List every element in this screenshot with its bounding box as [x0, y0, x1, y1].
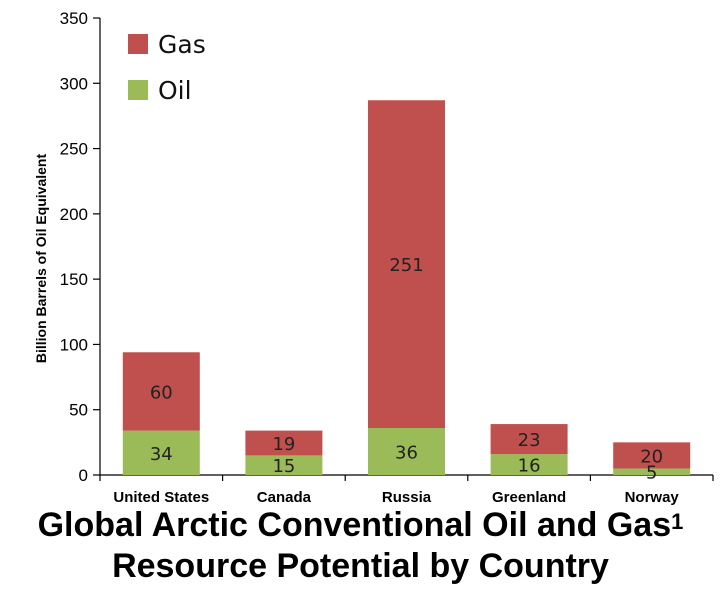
bar-gas [613, 442, 691, 469]
y-tick-label: 300 [60, 74, 88, 93]
chart-title: Global Arctic Conventional Oil and Gas1 … [0, 505, 721, 587]
data-label-oil: 15 [272, 456, 295, 477]
y-tick-label: 200 [60, 205, 88, 224]
stacked-bar-chart: 0 50 100 150 200 250 300 350 Billion Barrels of … [33, 9, 714, 505]
bar-gas [368, 100, 445, 428]
data-label-oil: 36 [395, 442, 418, 463]
data-label-oil: 34 [150, 444, 173, 465]
bar-oil [368, 427, 445, 475]
y-tick-label: 0 [79, 466, 88, 485]
y-axis-title: Billion Barrels of Oil Equivalent [33, 154, 49, 364]
x-tick-label: Greenland [492, 489, 566, 505]
legend-label-oil: Oil [158, 76, 192, 105]
data-label-gas: 60 [150, 382, 173, 403]
x-tick-label: Russia [382, 489, 432, 505]
bar-gas [122, 352, 200, 431]
data-label-oil: 5 [646, 463, 657, 484]
bar-oil [613, 468, 691, 475]
y-tick-label: 150 [60, 270, 88, 289]
data-label-gas: 19 [272, 434, 295, 455]
x-tick-label: Canada [257, 489, 312, 505]
data-label-gas: 23 [518, 430, 541, 451]
legend-swatch-oil [128, 80, 148, 100]
chart-title-line-1: Global Arctic Conventional Oil and Gas1 [0, 505, 721, 546]
data-label-oil: 16 [518, 456, 541, 477]
chart-title-line-1-text: Global Arctic Conventional Oil and Gas [37, 506, 672, 544]
x-tick-label: United States [113, 489, 209, 505]
y-tick-label: 50 [69, 401, 88, 420]
data-label-gas: 251 [389, 255, 423, 276]
y-tick-label: 250 [60, 140, 88, 159]
legend-label-gas: Gas [158, 30, 206, 59]
bar-oil [122, 430, 200, 475]
x-tick-label: Norway [625, 489, 680, 505]
bar-gas [490, 424, 568, 455]
bar-oil [245, 455, 323, 475]
y-tick-label: 100 [60, 335, 88, 354]
title-footnote-marker: 1 [671, 509, 684, 534]
legend-swatch-gas [128, 34, 148, 54]
bar-gas [245, 430, 323, 456]
bar-oil [490, 454, 568, 475]
data-label-gas: 20 [640, 446, 663, 467]
y-tick-label: 350 [60, 9, 88, 28]
chart-title-line-2: Resource Potential by Country [112, 547, 609, 585]
